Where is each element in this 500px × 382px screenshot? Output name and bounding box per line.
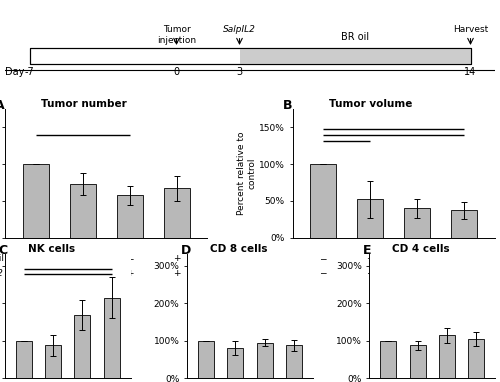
- Bar: [30, 48, 470, 64]
- Text: Tumor volume: Tumor volume: [329, 99, 412, 109]
- Bar: [228, 348, 244, 378]
- Bar: [380, 341, 396, 378]
- Text: CD 4 cells: CD 4 cells: [392, 244, 450, 254]
- Text: −: −: [320, 254, 327, 264]
- Bar: [104, 298, 120, 378]
- Text: +: +: [366, 254, 374, 264]
- Bar: [410, 345, 426, 378]
- Text: Tumor number: Tumor number: [42, 99, 127, 109]
- Text: BR oil: BR oil: [341, 32, 369, 42]
- Text: Harvest: Harvest: [453, 25, 488, 34]
- Text: CD 8 cells: CD 8 cells: [210, 244, 268, 254]
- Bar: [30, 48, 470, 64]
- Bar: [240, 48, 470, 64]
- Bar: [70, 184, 96, 238]
- Bar: [198, 341, 214, 378]
- Bar: [117, 195, 142, 238]
- Text: −: −: [126, 254, 134, 264]
- Text: SalpIL2: SalpIL2: [258, 269, 291, 278]
- Text: −: −: [366, 269, 374, 278]
- Text: SalpIL2: SalpIL2: [0, 269, 4, 278]
- Text: 0: 0: [174, 67, 180, 77]
- Text: +: +: [414, 269, 421, 278]
- Text: +: +: [173, 269, 180, 278]
- Text: +: +: [79, 254, 86, 264]
- Bar: [468, 339, 484, 378]
- Text: SalpIL2: SalpIL2: [223, 25, 256, 34]
- Text: −: −: [79, 269, 86, 278]
- Bar: [439, 335, 455, 378]
- Bar: [164, 188, 190, 238]
- Text: Tumor
injection: Tumor injection: [157, 25, 196, 45]
- Bar: [358, 199, 383, 238]
- Bar: [22, 164, 48, 238]
- Bar: [45, 345, 61, 378]
- Text: D: D: [181, 244, 191, 257]
- Bar: [310, 164, 336, 238]
- Text: Day: Day: [5, 67, 24, 77]
- Text: +: +: [126, 269, 134, 278]
- Text: 14: 14: [464, 67, 476, 77]
- Text: −: −: [414, 254, 421, 264]
- Bar: [452, 210, 477, 238]
- Text: -7: -7: [24, 67, 34, 77]
- Text: A: A: [0, 99, 4, 112]
- Text: B: B: [282, 99, 292, 112]
- Text: C: C: [0, 244, 8, 257]
- Bar: [16, 341, 32, 378]
- Text: −: −: [320, 269, 327, 278]
- Text: −: −: [32, 269, 40, 278]
- Bar: [256, 343, 272, 378]
- Bar: [404, 208, 430, 238]
- Text: 3: 3: [236, 67, 242, 77]
- Text: +: +: [460, 269, 468, 278]
- Text: NK cells: NK cells: [28, 244, 74, 254]
- Text: E: E: [363, 244, 372, 257]
- Text: +: +: [173, 254, 180, 264]
- Text: BR oil: BR oil: [0, 254, 4, 264]
- Text: +: +: [460, 254, 468, 264]
- Text: BR oil: BR oil: [265, 254, 291, 264]
- Text: −: −: [32, 254, 40, 264]
- Y-axis label: Percent relative to
control: Percent relative to control: [237, 132, 256, 215]
- Bar: [286, 345, 302, 378]
- Bar: [74, 315, 90, 378]
